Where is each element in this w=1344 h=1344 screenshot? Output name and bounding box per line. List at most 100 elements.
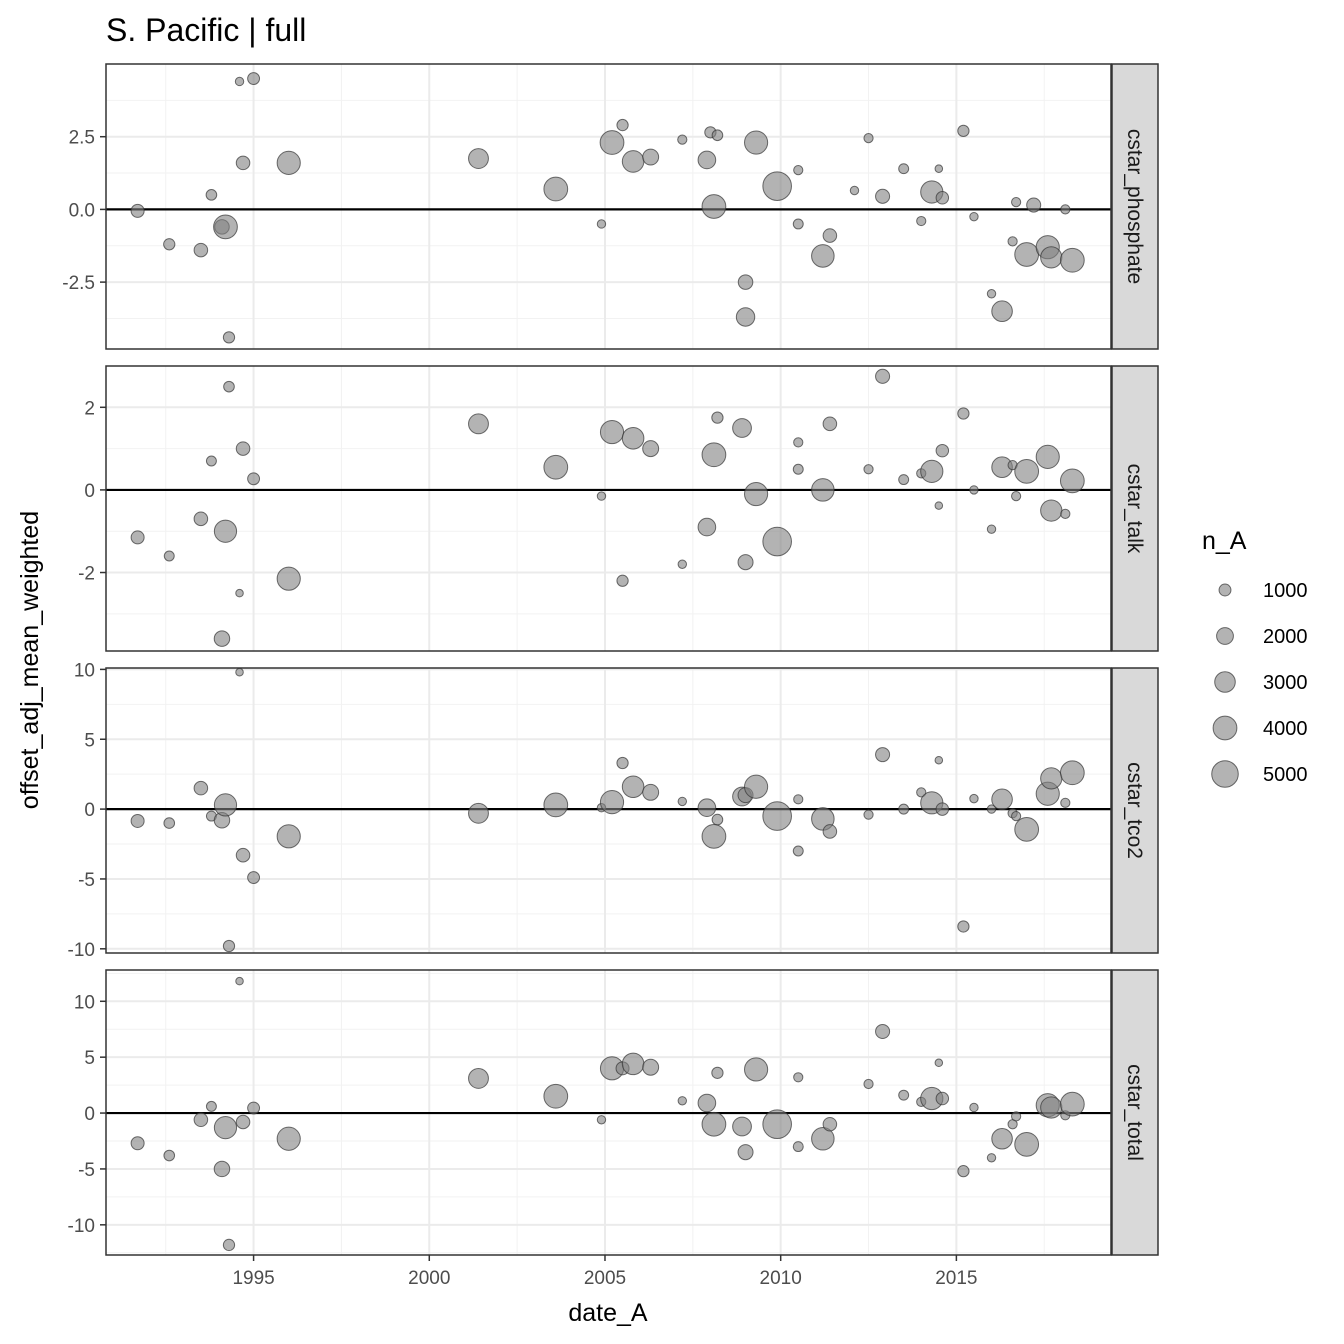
y-tick-label: 0	[84, 800, 95, 821]
data-point	[863, 1078, 874, 1090]
data-point	[969, 485, 979, 495]
data-point	[1011, 810, 1022, 822]
data-point	[811, 478, 835, 502]
y-tick-label: -5	[78, 870, 95, 891]
data-point	[468, 802, 489, 824]
data-point	[957, 407, 970, 420]
y-tick-label: 0	[84, 1104, 95, 1125]
facet-strip-label: cstar_total	[1123, 1064, 1146, 1161]
data-point	[863, 809, 874, 820]
data-point	[599, 130, 625, 155]
data-point	[701, 194, 727, 219]
data-point	[1011, 1111, 1022, 1122]
y-tick-label: 0	[84, 481, 95, 502]
data-point	[1059, 247, 1085, 273]
data-point	[792, 463, 804, 475]
x-tick-label: 2005	[584, 1268, 626, 1289]
data-point	[822, 228, 838, 243]
data-point	[875, 747, 891, 763]
data-point	[235, 847, 251, 863]
data-point	[697, 517, 717, 537]
data-point	[276, 150, 301, 175]
data-point	[205, 189, 218, 201]
data-point	[875, 1023, 891, 1039]
data-point	[969, 211, 979, 222]
data-point	[849, 185, 860, 196]
data-point	[711, 813, 724, 826]
x-tick-label: 1995	[232, 1268, 274, 1289]
data-point	[543, 1083, 569, 1109]
data-point	[599, 420, 625, 445]
y-tick-label: 10	[74, 660, 95, 681]
data-point	[205, 1100, 217, 1112]
data-point	[1059, 1091, 1085, 1117]
data-point	[793, 794, 804, 805]
data-point	[711, 129, 724, 142]
data-point	[916, 215, 927, 227]
data-point	[163, 817, 176, 829]
y-tick-label: 5	[84, 730, 95, 751]
data-point	[986, 289, 997, 299]
data-point	[898, 803, 910, 815]
facet-strip-label: cstar_tco2	[1123, 762, 1146, 859]
data-point	[223, 380, 235, 393]
data-point	[875, 188, 891, 204]
data-point	[934, 755, 944, 765]
data-point	[247, 1101, 261, 1115]
data-point	[991, 300, 1013, 322]
y-tick-label: -2.5	[62, 273, 95, 294]
y-tick-label: 2.5	[69, 128, 95, 149]
data-point	[543, 792, 569, 818]
data-point	[642, 440, 660, 458]
data-point	[986, 1153, 997, 1163]
data-point	[934, 1058, 944, 1068]
data-point	[811, 244, 835, 268]
data-point	[711, 1066, 724, 1079]
data-point	[621, 1052, 645, 1076]
data-point	[737, 1144, 754, 1161]
data-point	[1014, 242, 1040, 267]
data-point	[193, 780, 209, 796]
data-point	[697, 798, 717, 818]
x-tick-label: 2015	[935, 1268, 977, 1289]
facet-strip	[1111, 365, 1159, 652]
data-point	[235, 667, 244, 677]
facet-cstar_phosphate: -2.5 0.0 2.5 cstar_phosphate	[62, 63, 1159, 350]
data-point	[596, 1115, 607, 1125]
data-point	[934, 164, 944, 173]
facet-cstar_total: -10 -5 0 5 10 cstar_total	[68, 969, 1159, 1256]
legend-label: 5000	[1263, 764, 1308, 786]
data-point	[737, 274, 754, 290]
data-point	[642, 148, 660, 166]
data-point	[701, 823, 727, 849]
facet-strip	[1111, 969, 1159, 1256]
data-point	[642, 1058, 660, 1076]
y-tick-label: -5	[78, 1160, 95, 1181]
data-point	[934, 501, 944, 510]
data-point	[957, 124, 970, 138]
y-tick-label: 0.0	[69, 200, 95, 221]
data-point	[213, 1115, 238, 1140]
data-point	[193, 242, 209, 258]
data-point	[792, 845, 804, 857]
data-point	[616, 118, 629, 132]
data-point	[822, 824, 838, 839]
panel-border	[105, 667, 1112, 954]
chart-title: S. Pacific | full	[106, 12, 306, 48]
data-point	[1040, 499, 1063, 522]
panel-border	[105, 365, 1112, 652]
data-point	[130, 203, 145, 218]
legend-title: n_A	[1202, 527, 1247, 555]
data-point	[193, 1112, 209, 1128]
panel-border	[105, 969, 1112, 1256]
data-point	[711, 411, 724, 424]
data-point	[235, 976, 244, 986]
data-point	[235, 1114, 251, 1130]
data-point	[596, 219, 607, 229]
data-point	[213, 519, 238, 543]
data-point	[935, 443, 950, 458]
data-point	[235, 441, 251, 456]
facets: -2.50.02.5 cstar_phosphate-202cstar_talk-…	[62, 63, 1159, 1256]
legend-key	[1214, 671, 1236, 693]
